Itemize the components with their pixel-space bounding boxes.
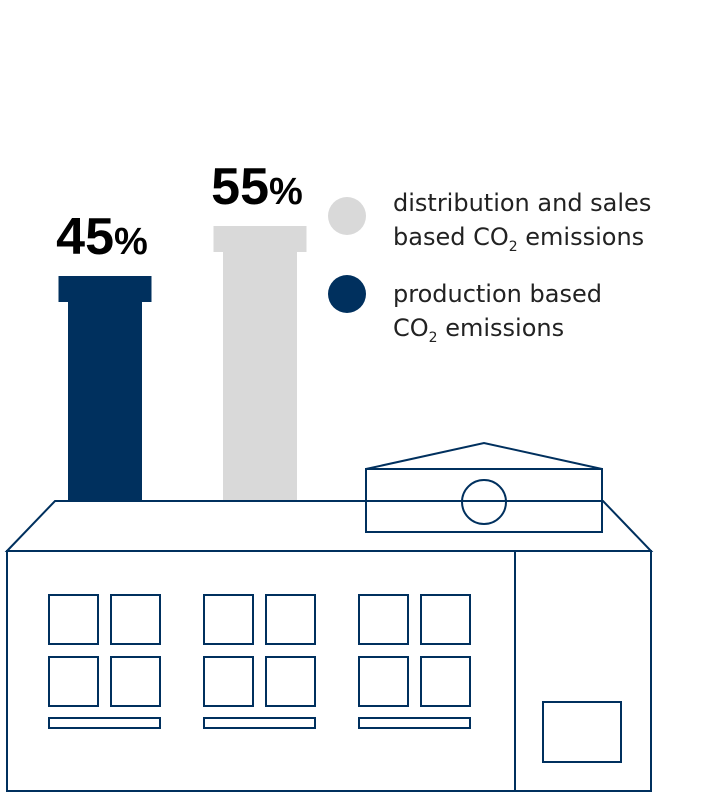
bar-distribution-body	[223, 226, 297, 501]
bar-distribution-cap	[213, 226, 307, 252]
factory-side-window	[542, 701, 622, 763]
data-label-production-unit: %	[114, 221, 148, 263]
legend-distribution-line2-sub: 2	[509, 239, 518, 255]
bar-production	[58, 276, 152, 501]
window-group-1	[48, 594, 161, 729]
legend-production-line2-sub: 2	[429, 330, 438, 346]
legend-label-distribution: distribution and sales	[393, 189, 651, 217]
legend-swatch-production	[328, 275, 366, 313]
bar-production-cap	[58, 276, 152, 302]
legend-item-distribution: distribution and sales based CO2 emissio…	[328, 189, 651, 255]
factory-roof	[4, 500, 654, 552]
window-group-2	[203, 594, 316, 729]
bar-distribution	[213, 226, 307, 501]
roof-lantern-gable	[365, 441, 603, 470]
legend-production-line2-pre: CO	[393, 314, 429, 342]
roof-lantern-window	[461, 479, 507, 525]
legend-production-line1: production based	[393, 280, 602, 308]
window-group-3	[358, 594, 471, 729]
chimney-bars	[58, 226, 307, 501]
legend-label-distribution-line2: based CO2 emissions	[393, 223, 644, 255]
legend-production-line2-post: emissions	[438, 314, 565, 342]
factory-body	[6, 550, 652, 792]
legend-distribution-line2-pre: based CO	[393, 223, 509, 251]
roof-lantern-box	[365, 468, 603, 533]
legend-swatch-distribution	[328, 197, 366, 235]
legend-distribution-line2-post: emissions	[518, 223, 645, 251]
factory-building-icon	[4, 441, 654, 792]
data-label-distribution-unit: %	[269, 171, 303, 213]
legend-distribution-line1: distribution and sales	[393, 189, 651, 217]
data-label-production-value: 45	[56, 208, 114, 266]
legend: distribution and sales based CO2 emissio…	[328, 189, 651, 346]
legend-label-production-line2: CO2 emissions	[393, 314, 564, 346]
data-label-distribution: 55%	[211, 158, 303, 216]
data-label-production: 45%	[56, 208, 148, 266]
legend-label-production: production based	[393, 280, 602, 308]
bar-production-body	[68, 276, 142, 501]
legend-item-production: production based CO2 emissions	[328, 275, 602, 346]
data-label-distribution-value: 55	[211, 158, 269, 216]
